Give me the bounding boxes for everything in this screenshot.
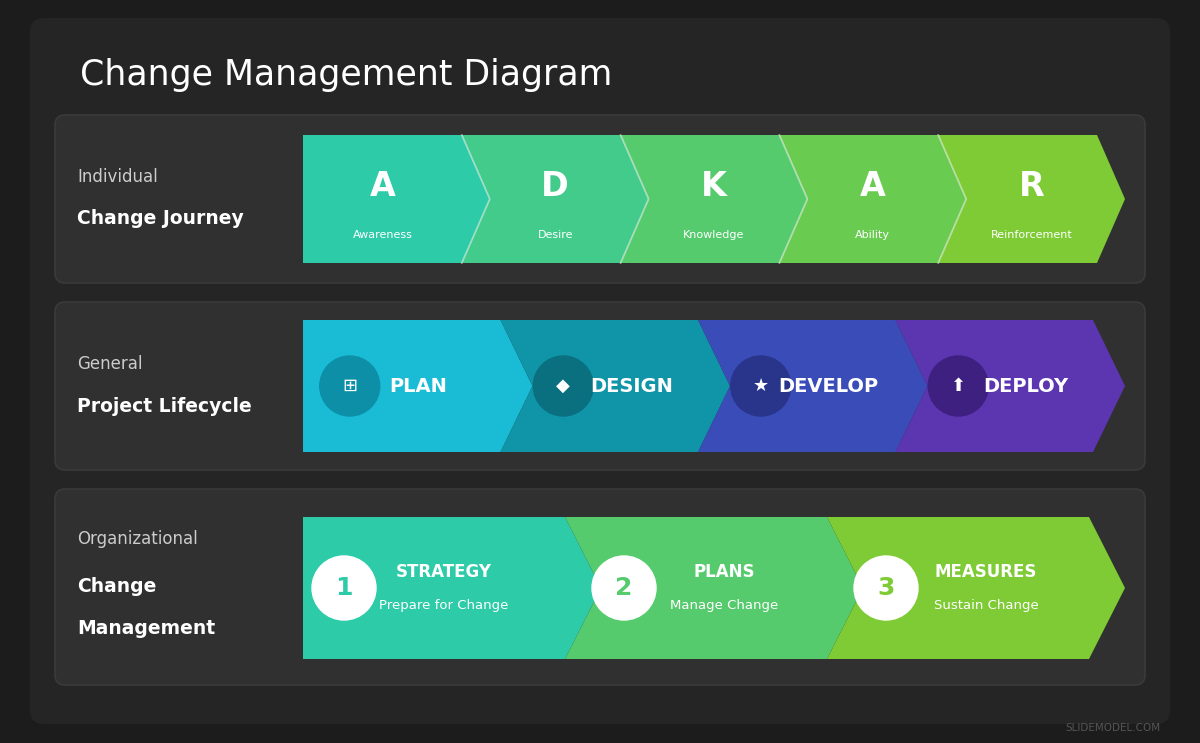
Text: Change Management Diagram: Change Management Diagram — [80, 58, 612, 92]
Circle shape — [533, 356, 593, 416]
Text: DEPLOY: DEPLOY — [984, 377, 1069, 395]
Text: DEVELOP: DEVELOP — [779, 377, 878, 395]
Text: DESIGN: DESIGN — [590, 377, 673, 395]
Polygon shape — [895, 320, 1126, 452]
Text: Individual: Individual — [77, 168, 157, 186]
Polygon shape — [500, 320, 730, 452]
Text: Change Journey: Change Journey — [77, 210, 244, 229]
Text: 2: 2 — [616, 576, 632, 600]
Circle shape — [929, 356, 989, 416]
Text: ⊞: ⊞ — [342, 377, 358, 395]
FancyBboxPatch shape — [55, 302, 1145, 470]
FancyBboxPatch shape — [55, 489, 1145, 685]
Text: PLAN: PLAN — [389, 377, 446, 395]
Text: SLIDEMODEL.COM: SLIDEMODEL.COM — [1064, 723, 1160, 733]
FancyBboxPatch shape — [30, 18, 1170, 724]
Circle shape — [319, 356, 379, 416]
Text: MEASURES: MEASURES — [935, 563, 1037, 581]
Text: Organizational: Organizational — [77, 530, 198, 548]
Polygon shape — [698, 320, 928, 452]
Text: R: R — [1019, 169, 1044, 203]
Polygon shape — [462, 135, 649, 263]
Text: Manage Change: Manage Change — [670, 600, 778, 612]
Text: General: General — [77, 355, 143, 373]
Polygon shape — [827, 517, 1126, 659]
Text: Prepare for Change: Prepare for Change — [379, 600, 509, 612]
Text: 3: 3 — [877, 576, 895, 600]
Text: A: A — [370, 169, 395, 203]
Polygon shape — [302, 135, 490, 263]
Circle shape — [592, 556, 656, 620]
Circle shape — [312, 556, 376, 620]
Text: ◆: ◆ — [557, 377, 570, 395]
Text: Desire: Desire — [538, 230, 572, 240]
Text: STRATEGY: STRATEGY — [396, 563, 492, 581]
Polygon shape — [565, 517, 863, 659]
Text: K: K — [701, 169, 727, 203]
Text: D: D — [541, 169, 569, 203]
Text: Knowledge: Knowledge — [683, 230, 745, 240]
Polygon shape — [620, 135, 808, 263]
Circle shape — [731, 356, 791, 416]
Text: 1: 1 — [335, 576, 353, 600]
Text: PLANS: PLANS — [694, 563, 755, 581]
Polygon shape — [780, 135, 966, 263]
Text: Sustain Change: Sustain Change — [934, 600, 1038, 612]
FancyBboxPatch shape — [55, 115, 1145, 283]
Circle shape — [854, 556, 918, 620]
Text: Management: Management — [77, 620, 215, 638]
Text: A: A — [860, 169, 886, 203]
Text: Reinforcement: Reinforcement — [991, 230, 1073, 240]
Text: ★: ★ — [752, 377, 769, 395]
Text: Change: Change — [77, 577, 156, 595]
Text: Project Lifecycle: Project Lifecycle — [77, 397, 252, 415]
Text: ⬆: ⬆ — [950, 377, 966, 395]
Polygon shape — [302, 320, 533, 452]
Text: Awareness: Awareness — [353, 230, 413, 240]
Polygon shape — [302, 517, 601, 659]
Text: Ability: Ability — [856, 230, 890, 240]
Polygon shape — [938, 135, 1126, 263]
